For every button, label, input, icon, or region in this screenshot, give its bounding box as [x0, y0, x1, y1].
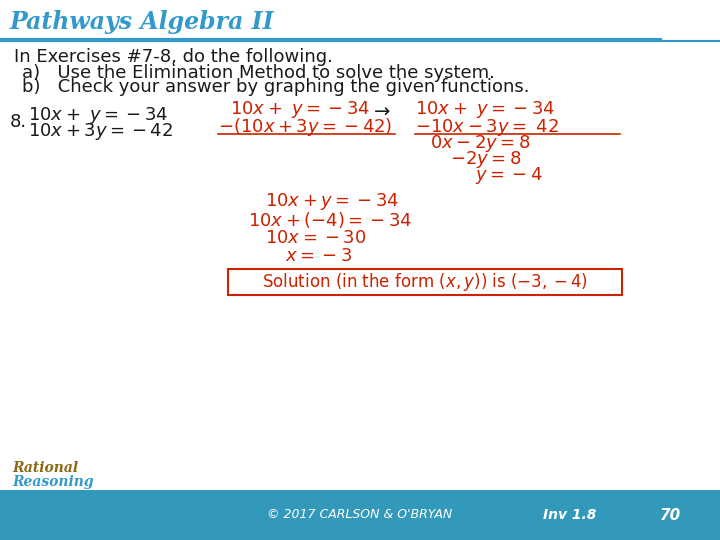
Text: Reasoning: Reasoning	[12, 475, 94, 489]
Text: Inv 1.8: Inv 1.8	[544, 508, 597, 522]
Text: $10x + \ y = -34$: $10x + \ y = -34$	[415, 99, 555, 120]
FancyBboxPatch shape	[228, 269, 622, 295]
Text: © 2017 CARLSON & O'BRYAN: © 2017 CARLSON & O'BRYAN	[267, 509, 453, 522]
Text: $0x - 2y = 8$: $0x - 2y = 8$	[430, 133, 531, 154]
Text: In Exercises #7-8, do the following.: In Exercises #7-8, do the following.	[14, 48, 333, 66]
Text: $-(10x + 3y = -42)$: $-(10x + 3y = -42)$	[218, 116, 392, 138]
Text: $10x + \ y = -34$: $10x + \ y = -34$	[230, 99, 370, 120]
Text: Pathways Algebra II: Pathways Algebra II	[10, 10, 274, 34]
Text: 70: 70	[660, 508, 680, 523]
Text: $10x + y = -34$: $10x + y = -34$	[265, 192, 400, 213]
Text: $10x + \ y = -34$: $10x + \ y = -34$	[28, 105, 168, 125]
Text: $-10x - 3y = \ 42$: $-10x - 3y = \ 42$	[415, 117, 559, 138]
Text: 8.: 8.	[10, 113, 27, 131]
Text: $x = -3$: $x = -3$	[285, 247, 352, 265]
Text: a)   Use the Elimination Method to solve the system.: a) Use the Elimination Method to solve t…	[22, 64, 495, 82]
FancyBboxPatch shape	[0, 0, 720, 40]
Text: b)   Check your answer by graphing the given functions.: b) Check your answer by graphing the giv…	[22, 78, 529, 96]
Text: Solution (in the form $(x, y)$) is $(-3, -4)$: Solution (in the form $(x, y)$) is $(-3,…	[262, 271, 588, 293]
Text: $\rightarrow$: $\rightarrow$	[370, 100, 391, 119]
Text: $10x = -30$: $10x = -30$	[265, 229, 366, 247]
Text: $y = -4$: $y = -4$	[475, 165, 543, 186]
FancyBboxPatch shape	[0, 490, 720, 540]
FancyBboxPatch shape	[0, 41, 720, 490]
Text: $10x + 3y = -42$: $10x + 3y = -42$	[28, 120, 173, 141]
Text: Rational: Rational	[12, 461, 78, 475]
Text: $-2y = 8$: $-2y = 8$	[450, 150, 521, 171]
Text: $10x + (-4) = -34$: $10x + (-4) = -34$	[248, 210, 413, 230]
